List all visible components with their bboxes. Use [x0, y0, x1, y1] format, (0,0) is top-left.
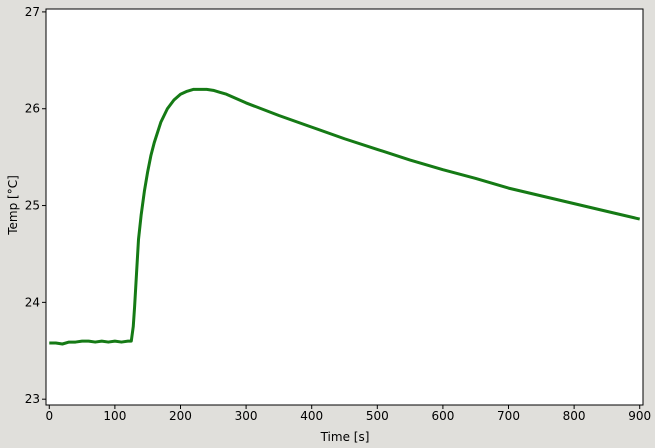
- y-tick-label: 23: [25, 392, 40, 406]
- x-tick-label: 800: [563, 409, 586, 423]
- x-tick-label: 500: [366, 409, 389, 423]
- x-tick-label: 200: [169, 409, 192, 423]
- x-tick-label: 400: [300, 409, 323, 423]
- y-tick-label: 24: [25, 295, 40, 309]
- x-tick-label: 700: [497, 409, 520, 423]
- data-line: [49, 87, 641, 346]
- x-tick-label: 300: [235, 409, 258, 423]
- x-tick-label: 100: [103, 409, 126, 423]
- x-tick-label: 600: [431, 409, 454, 423]
- plot-area: [45, 8, 644, 406]
- y-axis-label: Temp [°C]: [6, 175, 20, 236]
- x-axis-label: Time [s]: [320, 430, 370, 444]
- y-tick-label: 27: [25, 5, 40, 19]
- x-tick-label: 0: [45, 409, 53, 423]
- x-tick-label: 900: [628, 409, 651, 423]
- y-tick-label: 25: [25, 199, 40, 213]
- y-tick-label: 26: [25, 102, 40, 116]
